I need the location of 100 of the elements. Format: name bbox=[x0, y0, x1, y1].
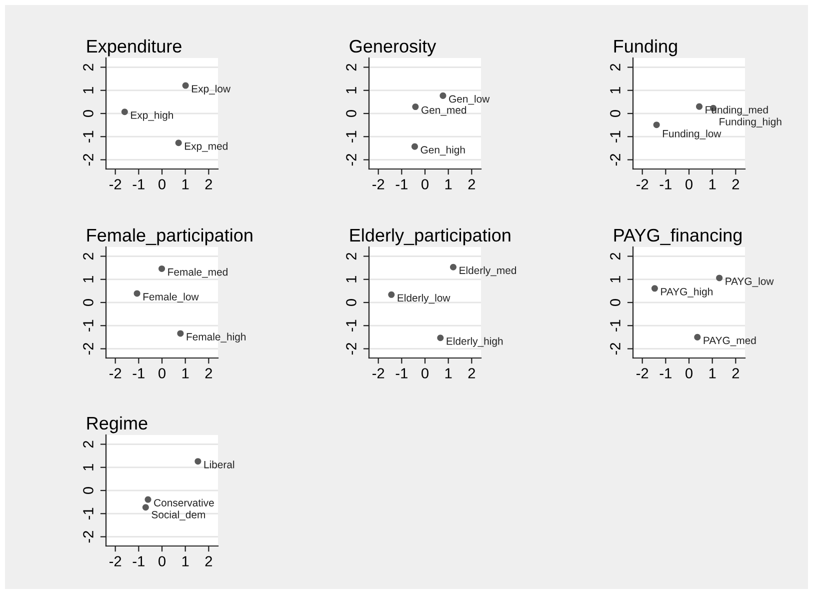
series-label: Conservative bbox=[154, 498, 214, 506]
y-tick-label: 0 bbox=[83, 110, 94, 117]
y-tick-label: 2 bbox=[610, 64, 620, 71]
y-tick-label: 1 bbox=[83, 464, 94, 470]
y-tick-label: 0 bbox=[346, 299, 356, 306]
series-label: Liberal bbox=[204, 460, 234, 468]
series-label: Female_low bbox=[143, 292, 199, 302]
point bbox=[716, 274, 723, 282]
y-tick-label: 1 bbox=[346, 276, 356, 282]
chart-title: Female_participation bbox=[87, 228, 252, 246]
x-tick-label: -2 bbox=[372, 179, 384, 190]
y-tick-label: -2 bbox=[346, 154, 356, 166]
y-tick-label: -1 bbox=[83, 130, 94, 142]
y-tick-label: -1 bbox=[83, 508, 94, 520]
point bbox=[696, 103, 703, 110]
y-tick-label: 1 bbox=[610, 276, 620, 282]
y-tick-label: -2 bbox=[83, 531, 94, 543]
point bbox=[121, 108, 128, 116]
series-label: Funding_high bbox=[720, 118, 782, 128]
y-tick-label: 1 bbox=[83, 276, 94, 282]
series-label: Gen_high bbox=[420, 146, 465, 156]
point bbox=[194, 458, 202, 465]
x-tick-label: 0 bbox=[422, 179, 428, 190]
series-label: PAYG_low bbox=[726, 277, 774, 287]
x-tick-label: 0 bbox=[158, 556, 166, 566]
x-tick-label: -2 bbox=[110, 556, 122, 566]
point bbox=[144, 496, 152, 503]
x-tick-label: 1 bbox=[709, 179, 716, 190]
x-tick-label: -1 bbox=[660, 368, 672, 378]
x-tick-label: -2 bbox=[636, 368, 648, 378]
y-tick-label: 1 bbox=[346, 87, 356, 94]
x-tick-label: 1 bbox=[709, 368, 716, 378]
series-label: Funding_low bbox=[662, 130, 722, 140]
x-tick-label: -2 bbox=[636, 179, 648, 190]
y-tick-label: 2 bbox=[346, 252, 356, 260]
x-tick-label: -2 bbox=[110, 368, 122, 378]
y-tick-label: -1 bbox=[346, 130, 356, 142]
x-tick-label: 0 bbox=[686, 368, 692, 378]
y-tick-label: -2 bbox=[610, 154, 620, 166]
y-tick-label: 0 bbox=[610, 110, 620, 117]
x-tick-label: 2 bbox=[468, 368, 475, 378]
y-tick-label: 0 bbox=[346, 110, 356, 117]
x-tick-label: 1 bbox=[182, 556, 189, 566]
x-tick-label: 1 bbox=[445, 179, 452, 190]
chart-title: Generosity bbox=[350, 39, 436, 56]
point bbox=[177, 330, 184, 337]
x-tick-label: -1 bbox=[132, 179, 144, 190]
x-tick-label: 0 bbox=[158, 179, 166, 190]
series-label: Social_dem bbox=[152, 510, 205, 520]
y-tick-label: 0 bbox=[610, 299, 620, 306]
x-tick-label: -1 bbox=[660, 179, 672, 190]
y-tick-label: 2 bbox=[610, 252, 620, 260]
y-tick-label: -1 bbox=[83, 320, 94, 332]
x-tick-label: -1 bbox=[396, 179, 408, 190]
point bbox=[440, 92, 446, 99]
y-tick-label: 2 bbox=[83, 252, 94, 260]
x-tick-label: 1 bbox=[182, 368, 189, 378]
x-tick-label: 2 bbox=[205, 556, 212, 566]
x-tick-label: -1 bbox=[396, 368, 408, 378]
series-label: Exp_low bbox=[192, 84, 231, 95]
x-tick-label: -2 bbox=[372, 368, 384, 378]
y-tick-label: -1 bbox=[610, 130, 620, 142]
point bbox=[142, 504, 149, 511]
series-label: Elderly_high bbox=[446, 337, 503, 347]
chart-title: Regime bbox=[87, 416, 148, 434]
series-label: Exp_med bbox=[184, 142, 228, 152]
y-tick-label: -2 bbox=[346, 343, 356, 355]
point bbox=[450, 264, 456, 270]
series-label: Female_med bbox=[168, 268, 228, 278]
y-tick-label: -1 bbox=[610, 320, 620, 332]
chart-title: Expenditure bbox=[87, 39, 182, 56]
chart-title: Elderly_participation bbox=[350, 228, 510, 246]
point bbox=[388, 291, 395, 298]
x-tick-label: 2 bbox=[468, 179, 475, 190]
x-tick-label: 2 bbox=[205, 368, 212, 378]
x-tick-label: 2 bbox=[205, 179, 212, 190]
point bbox=[412, 104, 419, 110]
point bbox=[411, 143, 418, 150]
x-tick-label: 2 bbox=[732, 179, 739, 190]
series-label: PAYG_high bbox=[661, 288, 712, 298]
point bbox=[653, 122, 660, 128]
x-tick-label: -1 bbox=[132, 368, 144, 378]
x-tick-label: 0 bbox=[422, 368, 428, 378]
series-label: PAYG_med bbox=[704, 336, 756, 346]
x-tick-label: 0 bbox=[686, 179, 692, 190]
y-tick-label: -1 bbox=[346, 320, 356, 332]
y-tick-label: -2 bbox=[83, 154, 94, 166]
y-tick-label: 2 bbox=[346, 64, 356, 71]
y-tick-label: -2 bbox=[83, 343, 94, 355]
y-tick-label: 2 bbox=[83, 440, 94, 448]
series-label: Female_high bbox=[186, 332, 246, 343]
y-tick-label: 1 bbox=[610, 87, 620, 94]
point bbox=[694, 334, 701, 340]
x-tick-label: 0 bbox=[158, 368, 166, 378]
series-label: Gen_med bbox=[422, 106, 466, 116]
x-tick-label: 2 bbox=[732, 368, 739, 378]
series-label: Gen_low bbox=[449, 95, 490, 105]
y-tick-label: 1 bbox=[83, 87, 94, 94]
series-label: Elderly_low bbox=[398, 294, 450, 304]
x-tick-label: 1 bbox=[445, 368, 452, 378]
